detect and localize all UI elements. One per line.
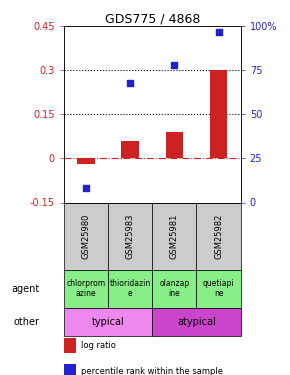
Bar bbox=[196, 202, 241, 270]
Text: agent: agent bbox=[11, 284, 39, 294]
Text: typical: typical bbox=[92, 316, 124, 327]
Point bbox=[172, 62, 177, 68]
Bar bbox=[196, 270, 241, 308]
Bar bbox=[108, 270, 152, 308]
Bar bbox=[77, 158, 95, 164]
Text: other: other bbox=[13, 316, 39, 327]
Text: log ratio: log ratio bbox=[81, 341, 116, 350]
Bar bbox=[152, 308, 241, 336]
Text: atypical: atypical bbox=[177, 316, 216, 327]
Text: thioridazin
e: thioridazin e bbox=[110, 279, 151, 298]
Text: quetiapi
ne: quetiapi ne bbox=[203, 279, 234, 298]
Bar bbox=[152, 270, 197, 308]
Bar bbox=[64, 308, 152, 336]
Bar bbox=[64, 270, 108, 308]
Point bbox=[128, 80, 133, 86]
Text: GSM25981: GSM25981 bbox=[170, 214, 179, 259]
Bar bbox=[64, 338, 76, 353]
Text: GSM25982: GSM25982 bbox=[214, 214, 223, 259]
Text: chlorprom
azine: chlorprom azine bbox=[66, 279, 106, 298]
Text: percentile rank within the sample: percentile rank within the sample bbox=[81, 367, 224, 375]
Point bbox=[84, 185, 88, 191]
Bar bbox=[64, 364, 76, 375]
Title: GDS775 / 4868: GDS775 / 4868 bbox=[105, 12, 200, 25]
Bar bbox=[121, 141, 139, 158]
Point bbox=[216, 28, 221, 34]
Text: olanzap
ine: olanzap ine bbox=[159, 279, 189, 298]
Text: GSM25983: GSM25983 bbox=[126, 213, 135, 259]
Bar bbox=[64, 202, 108, 270]
Bar bbox=[166, 132, 183, 158]
Bar bbox=[152, 202, 197, 270]
Bar bbox=[210, 70, 227, 158]
Text: GSM25980: GSM25980 bbox=[81, 214, 90, 259]
Bar bbox=[108, 202, 152, 270]
